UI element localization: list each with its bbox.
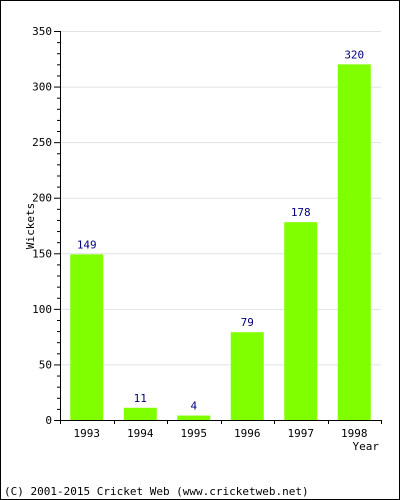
y-tick-label: 100 <box>32 303 52 316</box>
copyright-footer: (C) 2001-2015 Cricket Web (www.cricketwe… <box>4 485 309 498</box>
bar-1998 <box>337 64 371 420</box>
y-tick-label: 350 <box>32 25 52 38</box>
x-axis-label: Year <box>353 440 380 453</box>
gridlines <box>60 31 381 366</box>
x-tick-label-1993: 1993 <box>74 427 101 440</box>
bar-1996 <box>230 332 264 420</box>
bar-1994 <box>123 407 157 420</box>
y-tick-label: 0 <box>45 414 52 427</box>
x-tick-label-1994: 1994 <box>127 427 154 440</box>
y-tick-label: 200 <box>32 192 52 205</box>
x-tick-label-1995: 1995 <box>181 427 208 440</box>
y-tick-label: 50 <box>39 358 52 371</box>
axes <box>54 31 382 424</box>
x-tick-label-1996: 1996 <box>234 427 261 440</box>
data-label-1993: 149 <box>77 238 97 251</box>
x-tick-labels: 1993 1994 1995 1996 1997 1998 <box>74 427 368 440</box>
bar-1995 <box>177 415 211 420</box>
x-tick-label-1998: 1998 <box>341 427 368 440</box>
data-label-1998: 320 <box>344 48 364 61</box>
y-tick-label: 250 <box>32 136 52 149</box>
data-label-1995: 4 <box>190 400 197 413</box>
data-label-1996: 79 <box>241 316 254 329</box>
bar-1997 <box>284 222 318 420</box>
y-tick-label: 300 <box>32 81 52 94</box>
y-axis-label: Wickets <box>24 203 37 249</box>
data-label-1997: 178 <box>291 206 311 219</box>
y-tick-labels: 0 50 100 150 200 250 300 350 <box>32 25 52 427</box>
y-tick-label: 150 <box>32 247 52 260</box>
data-label-1994: 11 <box>134 392 147 405</box>
x-tick-label-1997: 1997 <box>288 427 315 440</box>
bars <box>70 64 371 420</box>
bar-1993 <box>70 254 104 420</box>
